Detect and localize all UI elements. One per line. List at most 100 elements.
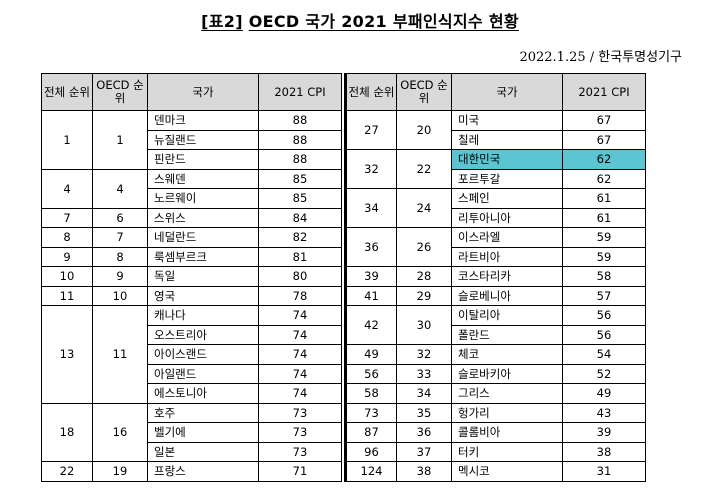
table-row: 11 10 영국 78 xyxy=(41,285,342,306)
rank-cell: 124 xyxy=(344,461,397,482)
table-row: 87 36 콜롬비아 39 xyxy=(344,422,646,443)
header-rank: 전체 순위 xyxy=(41,73,93,111)
table-row: 18 16 호주 73 xyxy=(41,402,342,462)
cpi-cell: 81 xyxy=(258,246,342,267)
cpi-cell: 61 xyxy=(562,207,646,228)
cpi-cell: 59 xyxy=(562,246,646,267)
header-row: 전체 순위 OECD 순위 국가 2021 CPI xyxy=(344,73,646,111)
rank-cell: 87 xyxy=(344,422,397,443)
oecd-rank-cell: 32 xyxy=(396,344,452,365)
cpi-cell: 88 xyxy=(258,129,342,150)
table-row: 22 19 프랑스 71 xyxy=(41,461,342,482)
oecd-rank-cell: 6 xyxy=(92,207,148,228)
rank-cell: 10 xyxy=(41,266,93,287)
cpi-cell: 67 xyxy=(562,110,646,131)
rank-cell: 56 xyxy=(344,363,397,384)
country-cell: 오스트리아 xyxy=(147,324,259,345)
rank-cell: 73 xyxy=(344,402,397,423)
table-row: 58 34 그리스 49 xyxy=(344,383,646,404)
oecd-rank-cell: 29 xyxy=(396,285,452,306)
country-cell: 스웨덴 xyxy=(147,168,259,189)
oecd-rank-cell: 19 xyxy=(92,461,148,482)
table-row: 10 9 독일 80 xyxy=(41,266,342,287)
oecd-rank-cell: 37 xyxy=(396,441,452,462)
header-country: 국가 xyxy=(451,73,563,111)
rank-cell: 58 xyxy=(344,383,397,404)
cpi-cell: 59 xyxy=(562,227,646,248)
country-cell: 미국 xyxy=(451,110,563,131)
country-cell: 그리스 xyxy=(451,383,563,404)
rank-cell: 41 xyxy=(344,285,397,306)
rank-cell: 32 xyxy=(344,149,397,189)
rank-cell: 11 xyxy=(41,285,93,306)
cpi-cell: 71 xyxy=(258,461,342,482)
table-row: 32 22 대한민국 62 xyxy=(344,149,646,189)
country-cell: 대한민국 xyxy=(451,149,563,170)
country-cell: 이스라엘 xyxy=(451,227,563,248)
oecd-rank-cell: 9 xyxy=(92,266,148,287)
table-row: 1 1 덴마크 88 xyxy=(41,110,342,170)
cpi-cell: 73 xyxy=(258,422,342,443)
oecd-rank-cell: 1 xyxy=(92,110,148,170)
cpi-cell: 80 xyxy=(258,266,342,287)
cpi-cell: 88 xyxy=(258,110,342,131)
title-main: OECD 국가 2021 부패인식지수 현황 xyxy=(248,12,519,31)
cpi-cell: 61 xyxy=(562,188,646,209)
cpi-cell: 85 xyxy=(258,168,342,189)
table-row: 아일랜드 74 xyxy=(42,363,342,384)
cpi-cell: 74 xyxy=(258,363,342,384)
oecd-rank-cell: 30 xyxy=(396,305,452,345)
country-cell: 코스타리카 xyxy=(451,266,563,287)
country-cell: 프랑스 xyxy=(147,461,259,482)
date-source: 2022.1.25 / 한국투명성기구 xyxy=(519,50,682,65)
rank-cell: 7 xyxy=(41,207,93,228)
table-row: 7 6 스위스 84 xyxy=(41,207,342,228)
oecd-rank-cell: 34 xyxy=(396,383,452,404)
country-cell: 포르투갈 xyxy=(451,168,563,189)
country-cell: 에스토니아 xyxy=(147,383,259,404)
country-cell: 독일 xyxy=(147,266,259,287)
rank-cell: 36 xyxy=(344,227,397,267)
table-row: 오스트리아 74 xyxy=(42,324,342,345)
table-row: 13 11 캐나다 74 xyxy=(41,305,342,404)
oecd-rank-cell: 4 xyxy=(92,168,148,209)
rank-cell: 13 xyxy=(41,305,93,404)
country-cell: 칠레 xyxy=(451,129,563,150)
cpi-table-left: 전체 순위 OECD 순위 국가 2021 CPI 1 1 덴마크 88 뉴질랜드 88 핀… xyxy=(41,73,342,482)
cpi-cell: 85 xyxy=(258,188,342,209)
table-row: 96 37 터키 38 xyxy=(344,441,646,462)
header-oecd-rank: OECD 순위 xyxy=(92,73,148,111)
rank-cell: 8 xyxy=(41,227,93,248)
page-title: [표2] OECD 국가 2021 부패인식지수 현황 xyxy=(0,8,720,32)
table-row: 36 26 이스라엘 59 xyxy=(344,227,646,267)
table-row: 49 32 체코 54 xyxy=(344,344,646,365)
country-cell: 폴란드 xyxy=(451,324,563,345)
header-cpi: 2021 CPI xyxy=(562,73,646,111)
cpi-cell: 73 xyxy=(258,441,342,462)
oecd-rank-cell: 11 xyxy=(92,305,148,404)
cpi-cell: 82 xyxy=(258,227,342,248)
rank-cell: 4 xyxy=(41,168,93,209)
country-cell: 노르웨이 xyxy=(147,188,259,209)
table-row: 포르투갈 62 xyxy=(346,168,646,189)
oecd-rank-cell: 24 xyxy=(396,188,452,228)
table-row: 42 30 이탈리아 56 xyxy=(344,305,646,345)
rank-cell: 96 xyxy=(344,441,397,462)
cpi-cell: 56 xyxy=(562,305,646,326)
table-row: 73 35 헝가리 43 xyxy=(344,402,646,423)
country-cell: 영국 xyxy=(147,285,259,306)
country-cell: 캐나다 xyxy=(147,305,259,326)
cpi-cell: 78 xyxy=(258,285,342,306)
country-cell: 콜롬비아 xyxy=(451,422,563,443)
country-cell: 뉴질랜드 xyxy=(147,129,259,150)
cpi-cell: 73 xyxy=(258,402,342,423)
country-cell: 슬로바키아 xyxy=(451,363,563,384)
cpi-cell: 62 xyxy=(562,168,646,189)
cpi-cell: 58 xyxy=(562,266,646,287)
cpi-table-right: 전체 순위 OECD 순위 국가 2021 CPI 27 20 미국 67 칠레 67 32… xyxy=(344,73,646,482)
title-prefix: [표2] xyxy=(201,12,243,31)
rank-cell: 39 xyxy=(344,266,397,287)
rank-cell: 22 xyxy=(41,461,93,482)
cpi-cell: 38 xyxy=(562,441,646,462)
table-row: 56 33 슬로바키아 52 xyxy=(344,363,646,384)
